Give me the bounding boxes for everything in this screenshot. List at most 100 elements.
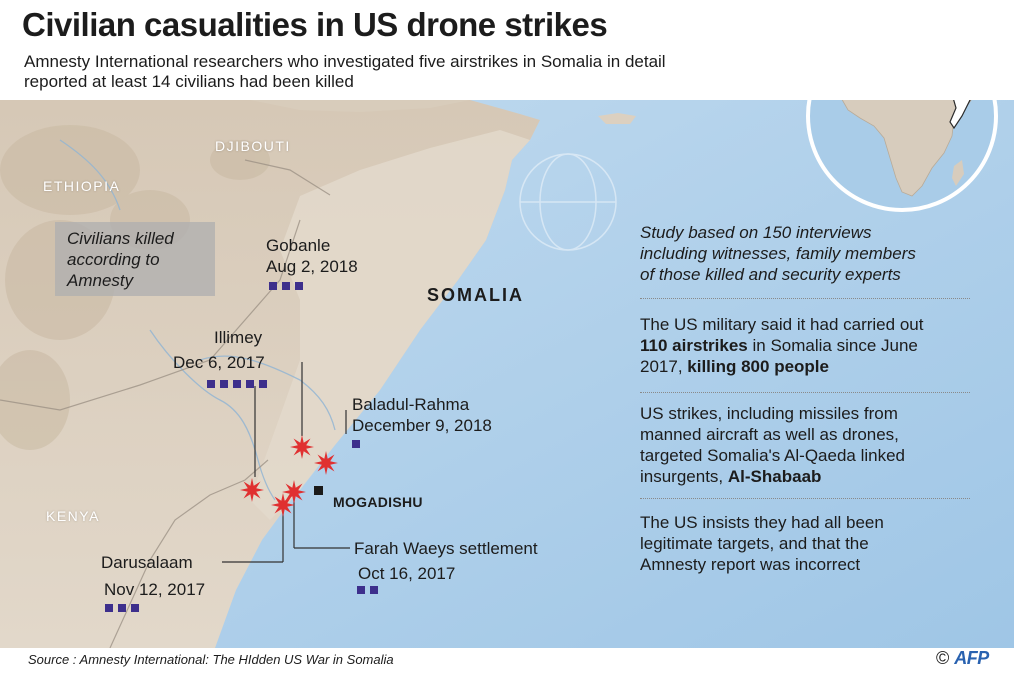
victim-square: [233, 380, 241, 388]
strike-star: [290, 435, 314, 459]
victim-squares-farah-waeys: [357, 586, 378, 594]
info-bold: 110 airstrikes: [640, 336, 748, 355]
subtitle-line: Amnesty International researchers who in…: [24, 52, 666, 71]
capital-marker: [314, 486, 323, 495]
info-block-us-insists: The US insists they had all been legitim…: [640, 512, 970, 575]
page-title: Civilian casualities in US drone strikes: [22, 6, 608, 43]
info-text: insurgents,: [640, 467, 728, 486]
land-somalia: [250, 130, 530, 520]
info-line: of those killed and security experts: [640, 265, 901, 284]
info-line: Amnesty report was incorrect: [640, 555, 861, 574]
strike-date: Aug 2, 2018: [266, 257, 358, 276]
strike-star: [314, 451, 338, 475]
info-divider: [640, 298, 970, 299]
legend-box: Civilians killed according to Amnesty: [55, 222, 215, 296]
info-line: legitimate targets, and that the: [640, 534, 869, 553]
legend-line: Civilians killed: [67, 229, 174, 248]
land-arabia: [250, 100, 470, 112]
strike-date: December 9, 2018: [352, 416, 492, 435]
info-line: Study based on 150 interviews: [640, 223, 872, 242]
afp-credit: © AFP: [936, 648, 989, 669]
strike-label-farah-waeys-date: Oct 16, 2017: [358, 563, 455, 584]
victim-squares-gobanle: [269, 282, 303, 290]
page-subtitle: Amnesty International researchers who in…: [24, 52, 804, 92]
legend-text: Civilians killed according to Amnesty: [67, 228, 174, 291]
strike-date: Oct 16, 2017: [358, 564, 456, 583]
source-note: Source : Amnesty International: The HIdd…: [28, 652, 394, 667]
copyright-symbol: ©: [936, 648, 950, 668]
globe-madagascar: [952, 160, 964, 186]
info-bold: Al-Shabaab: [727, 467, 822, 486]
strike-marker: [271, 493, 295, 517]
strike-date: Dec 6, 2017: [173, 353, 265, 372]
strike-name: Gobanle: [266, 236, 331, 255]
capital-label: MOGADISHU: [333, 494, 423, 510]
info-line: including witnesses, family members: [640, 244, 916, 263]
victim-square: [207, 380, 215, 388]
strike-marker: [240, 478, 264, 502]
strike-label-illimey-date: Dec 6, 2017: [173, 352, 265, 373]
info-text: in Somalia since June: [747, 336, 918, 355]
victim-square: [269, 282, 277, 290]
strike-label-farah-waeys-name: Farah Waeys settlement: [354, 538, 538, 559]
info-line: US strikes, including missiles from: [640, 404, 898, 423]
strike-marker: [282, 480, 306, 504]
info-bold: killing 800 people: [687, 357, 829, 376]
victim-squares-darusalaam: [105, 604, 139, 612]
strike-name: Farah Waeys settlement: [354, 539, 538, 558]
strike-marker: [290, 435, 314, 459]
info-block-study: Study based on 150 interviews including …: [640, 222, 970, 285]
strike-name: Baladul-Rahma: [352, 395, 470, 414]
strike-label-darusalaam-name: Darusalaam: [101, 552, 193, 573]
info-line: insurgents, Al-Shabaab: [640, 466, 970, 487]
header: Civilian casualities in US drone strikes…: [0, 0, 1014, 100]
info-block-us-military: The US military said it had carried out …: [640, 314, 970, 377]
strike-label-baladul-rahma: Baladul-Rahma December 9, 2018: [352, 394, 492, 436]
victim-square: [357, 586, 365, 594]
info-line: 110 airstrikes in Somalia since June: [640, 335, 970, 356]
info-line: targeted Somalia's Al-Qaeda linked: [640, 446, 906, 465]
afp-logo: AFP: [954, 648, 989, 668]
victim-square: [131, 604, 139, 612]
victim-square: [352, 440, 360, 448]
country-label-somalia: SOMALIA: [427, 285, 524, 305]
strike-marker: [314, 451, 338, 475]
strike-label-illimey-name: Illimey: [214, 327, 262, 348]
subtitle-line: reported at least 14 civilians had been …: [24, 72, 354, 91]
country-label-djibouti: DJIBOUTI: [215, 138, 291, 154]
info-block-us-strikes: US strikes, including missiles from mann…: [640, 403, 970, 487]
info-line: The US insists they had all been: [640, 513, 884, 532]
info-divider: [640, 392, 970, 393]
strike-label-darusalaam-date: Nov 12, 2017: [104, 579, 205, 600]
strike-name: Darusalaam: [101, 553, 193, 572]
rivers: [59, 139, 336, 501]
victim-square: [259, 380, 267, 388]
info-text: 2017,: [640, 357, 688, 376]
info-line: manned aircraft as well as drones,: [640, 425, 899, 444]
legend-line: Amnesty: [67, 271, 134, 290]
country-label-kenya: KENYA: [46, 508, 100, 524]
strike-name: Illimey: [214, 328, 263, 347]
strike-date: Nov 12, 2017: [104, 580, 206, 599]
victim-square: [220, 380, 228, 388]
victim-squares-baladul-rahma: [352, 440, 360, 448]
strike-star: [240, 478, 264, 502]
info-line: The US military said it had carried out: [640, 315, 924, 334]
afp-watermark: [519, 153, 617, 251]
victim-square: [246, 380, 254, 388]
socotra: [598, 113, 636, 124]
country-label-ethiopia: ETHIOPIA: [43, 178, 121, 194]
victim-square: [295, 282, 303, 290]
info-line: 2017, killing 800 people: [640, 356, 970, 377]
strike-star: [282, 480, 306, 504]
victim-square: [282, 282, 290, 290]
victim-square: [105, 604, 113, 612]
victim-squares-illimey: [207, 380, 267, 388]
borders: [0, 159, 331, 648]
strike-star: [271, 493, 295, 517]
victim-square: [370, 586, 378, 594]
victim-square: [118, 604, 126, 612]
legend-line: according to: [67, 250, 160, 269]
strike-label-gobanle: Gobanle Aug 2, 2018: [266, 235, 358, 277]
leader-lines: [222, 362, 350, 563]
